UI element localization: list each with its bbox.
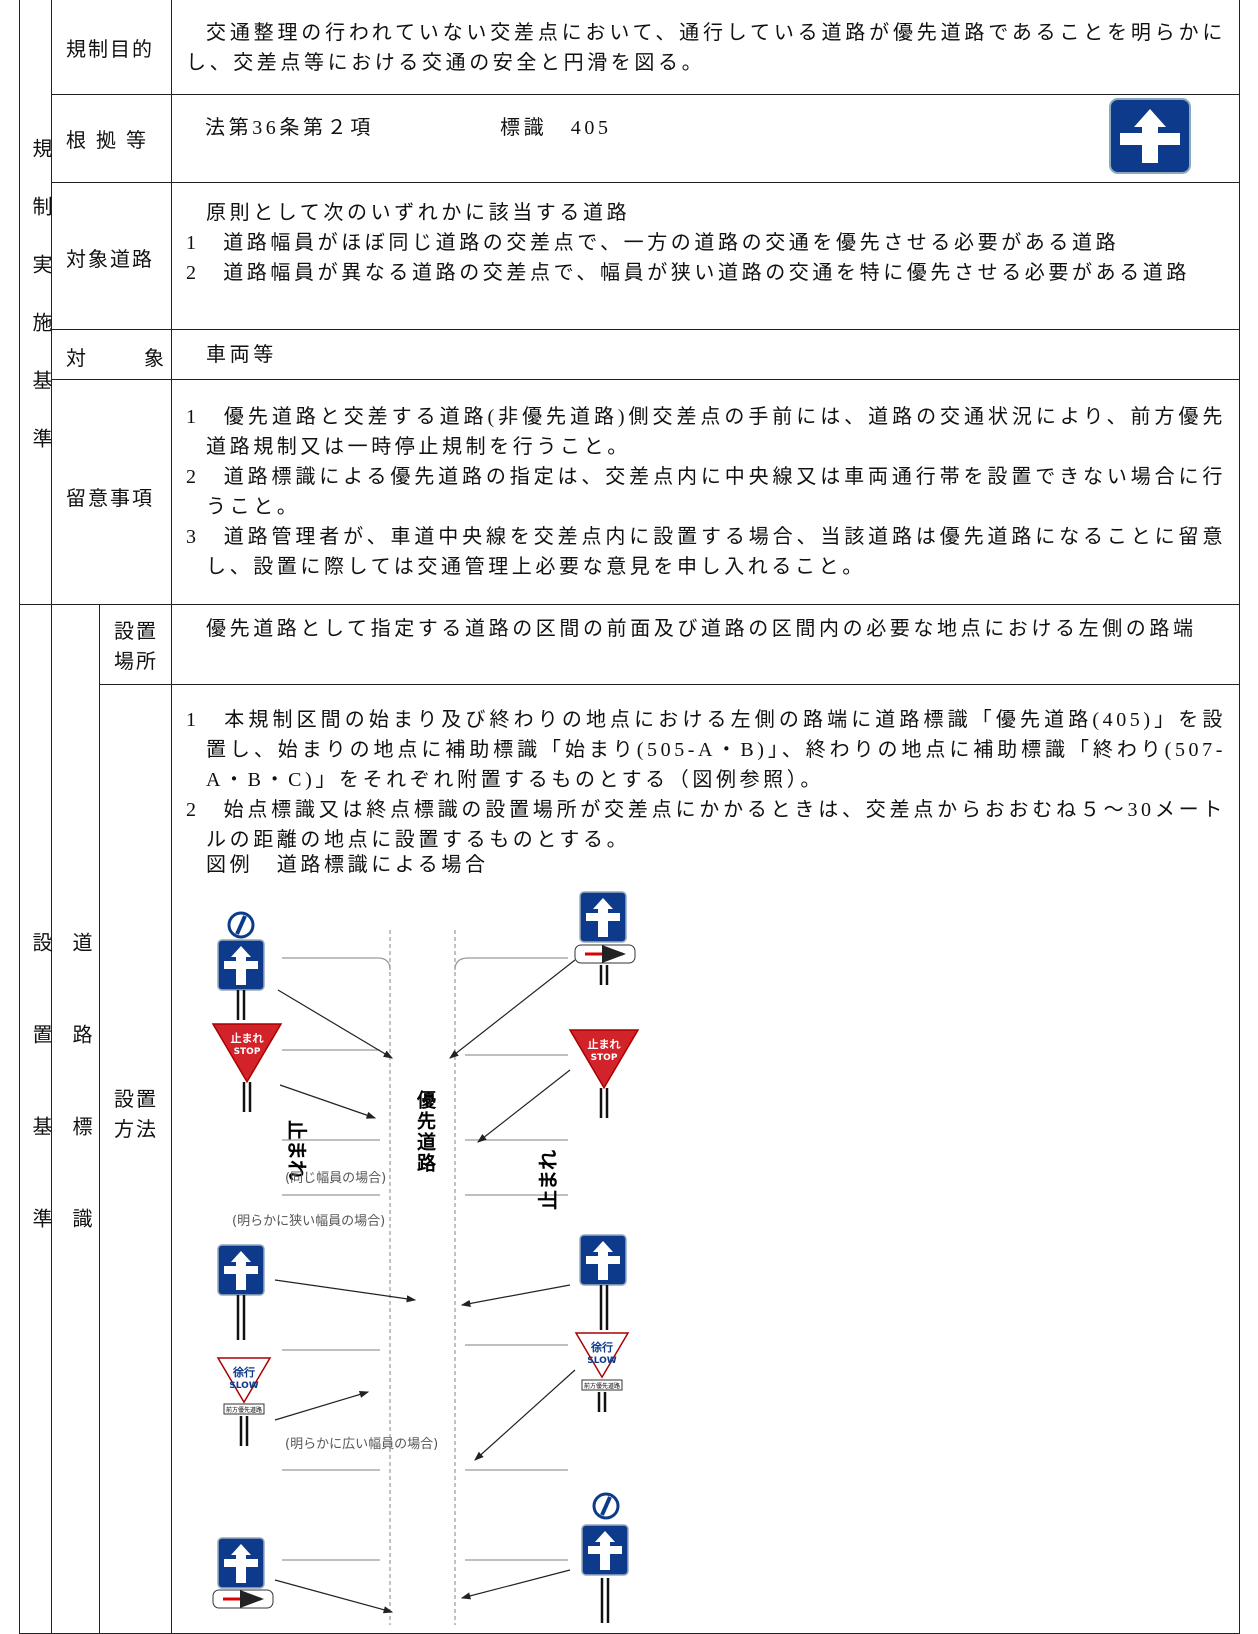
- cell: [171, 182, 1241, 331]
- triangle-sign: [574, 1332, 630, 1379]
- figure-title: 図例 道路標識による場合: [206, 854, 489, 876]
- road-label: 優先道路: [414, 1089, 437, 1174]
- case-label: (同じ幅員の場合): [285, 1171, 386, 1186]
- arrows: [274, 959, 576, 1614]
- row-label: 設置方法: [114, 1089, 158, 1141]
- sign-text: STOP: [591, 1053, 618, 1063]
- start-sign: [235, 915, 247, 935]
- sign-text: STOP: [234, 1047, 261, 1057]
- sub-plate-text: 前方優先道路: [226, 1406, 262, 1414]
- sign-text: 徐行: [590, 1340, 613, 1354]
- side-label: 規制実施基準: [29, 138, 51, 486]
- row-label: 対象: [66, 348, 222, 370]
- sub-plate: [581, 1379, 623, 1391]
- sign-icon: [1109, 98, 1191, 174]
- sign-symbol: [586, 1241, 620, 1280]
- sign-symbol: [586, 898, 620, 937]
- roads: [282, 930, 568, 1625]
- row-label: 根拠等: [66, 130, 156, 152]
- triangle-sign: [216, 1357, 272, 1404]
- list-item: 1 優先道路と交差する道路(非優先道路)側交差点の手前には、道路の交通状況により…: [186, 406, 1226, 458]
- list-item: 1 道路幅員がほぼ同じ道路の交差点で、一方の道路の交通を優先させる必要がある道路: [186, 232, 1120, 254]
- sub-plate-text: 前方優先道路: [584, 1382, 620, 1390]
- intro: 原則として次のいずれかに該当する道路: [206, 202, 631, 224]
- case-label: (明らかに広い幅員の場合): [285, 1437, 438, 1452]
- road-marking: 止まれ: [285, 1120, 309, 1180]
- row-text: 優先道路として指定する道路の区間の前面及び道路の区間内の必要な地点における左側の…: [206, 618, 1197, 640]
- sign-symbol: [224, 1251, 258, 1290]
- sub-plate: [223, 1403, 265, 1415]
- triangle-sign: [568, 1029, 640, 1090]
- row-label: 対象道路: [66, 249, 154, 271]
- sub-label: 道路標識: [69, 932, 91, 1300]
- sign-text: 徐行: [232, 1365, 255, 1379]
- side-label: 設置基準: [29, 932, 51, 1300]
- list-item: 2 始点標識又は終点標識の設置場所が交差点にかかるときは、交差点からおおむね５～…: [186, 799, 1226, 851]
- list-item: 1 本規制区間の始まり及び終わりの地点における左側の路端に道路標識「優先道路(4…: [186, 709, 1226, 791]
- row-text: 車両等: [206, 344, 277, 366]
- road-marking: 止まれ: [536, 1150, 560, 1210]
- row-label: 留意事項: [66, 488, 154, 510]
- sign-text: SLOW: [229, 1381, 259, 1391]
- row-text: 原則として次のいずれかに該当する道路 1 道路幅員がほぼ同じ道路の交差点で、一方…: [186, 198, 1226, 288]
- list-item: 2 道路幅員が異なる道路の交差点で、幅員が狭い道路の交通を特に優先させる必要があ…: [186, 262, 1190, 284]
- sign-symbol: [224, 1544, 258, 1583]
- list-item: 3 道路管理者が、車道中央線を交差点内に設置する場合、当該道路は優先道路になるこ…: [186, 526, 1226, 578]
- row-text: 1 優先道路と交差する道路(非優先道路)側交差点の手前には、道路の交通状況により…: [186, 402, 1226, 582]
- case-label: (明らかに狭い幅員の場合): [232, 1214, 385, 1229]
- triangle-sign: [211, 1023, 283, 1084]
- sign-text: SLOW: [587, 1356, 617, 1366]
- row-label: 設置場所: [114, 621, 158, 673]
- sign-symbol: [224, 946, 258, 985]
- list-item: 2 道路標識による優先道路の指定は、交差点内に中央線又は車両通行帯を設置できない…: [186, 466, 1226, 518]
- row-label: 規制目的: [66, 39, 154, 61]
- row-text: 標識 405: [500, 117, 612, 139]
- sign-symbol: [588, 1531, 622, 1570]
- sign-symbol: [1120, 109, 1180, 163]
- sign-text: 止まれ: [588, 1037, 621, 1051]
- row-text: 交通整理の行われていない交差点において、通行している道路が優先道路であることを明…: [186, 22, 1226, 74]
- row-text: 1 本規制区間の始まり及び終わりの地点における左側の路端に道路標識「優先道路(4…: [186, 705, 1226, 855]
- start-sign: [600, 1496, 612, 1516]
- row-text: 法第36条第２項: [205, 117, 374, 139]
- sign-text: 止まれ: [231, 1031, 264, 1045]
- cell: [171, 0, 1241, 96]
